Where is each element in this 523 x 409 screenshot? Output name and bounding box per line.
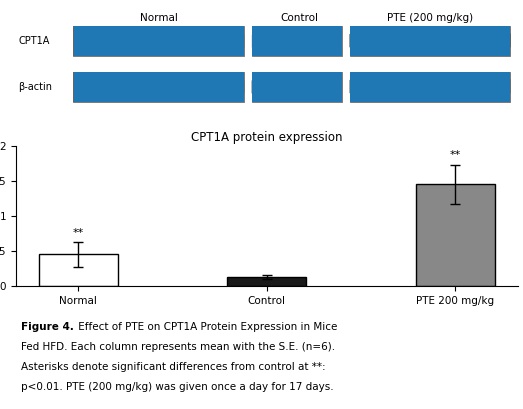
Title: CPT1A protein expression: CPT1A protein expression bbox=[191, 131, 343, 144]
Text: **: ** bbox=[450, 151, 461, 160]
Polygon shape bbox=[349, 79, 510, 94]
Bar bbox=[416, 184, 495, 286]
Bar bbox=[252, 72, 342, 102]
Text: Figure 4.: Figure 4. bbox=[21, 322, 74, 332]
Polygon shape bbox=[73, 79, 244, 94]
Bar bbox=[252, 26, 342, 56]
Bar bbox=[73, 72, 244, 102]
Text: Control: Control bbox=[280, 13, 319, 23]
Bar bbox=[73, 72, 244, 102]
Bar bbox=[73, 26, 244, 56]
Text: **: ** bbox=[73, 227, 84, 238]
Polygon shape bbox=[252, 79, 342, 94]
Polygon shape bbox=[349, 34, 510, 49]
Text: Normal: Normal bbox=[140, 13, 178, 23]
Text: PTE (200 mg/kg): PTE (200 mg/kg) bbox=[387, 13, 473, 23]
Text: β-actin: β-actin bbox=[18, 82, 52, 92]
Bar bbox=[349, 72, 510, 102]
Bar bbox=[252, 26, 342, 56]
Text: Fed HFD. Each column represents mean with the S.E. (n=6).: Fed HFD. Each column represents mean wit… bbox=[21, 342, 335, 352]
Bar bbox=[349, 26, 510, 56]
Bar bbox=[227, 277, 306, 286]
Polygon shape bbox=[252, 34, 342, 49]
Bar bbox=[349, 26, 510, 56]
Text: Effect of PTE on CPT1A Protein Expression in Mice: Effect of PTE on CPT1A Protein Expressio… bbox=[75, 322, 337, 332]
Bar bbox=[252, 72, 342, 102]
Text: p<0.01. PTE (200 mg/kg) was given once a day for 17 days.: p<0.01. PTE (200 mg/kg) was given once a… bbox=[21, 382, 333, 392]
Polygon shape bbox=[73, 34, 244, 49]
Bar bbox=[349, 72, 510, 102]
Bar bbox=[73, 26, 244, 56]
Text: Asterisks denote significant differences from control at **:: Asterisks denote significant differences… bbox=[21, 362, 325, 372]
Bar bbox=[39, 254, 118, 286]
Text: CPT1A: CPT1A bbox=[18, 36, 50, 46]
